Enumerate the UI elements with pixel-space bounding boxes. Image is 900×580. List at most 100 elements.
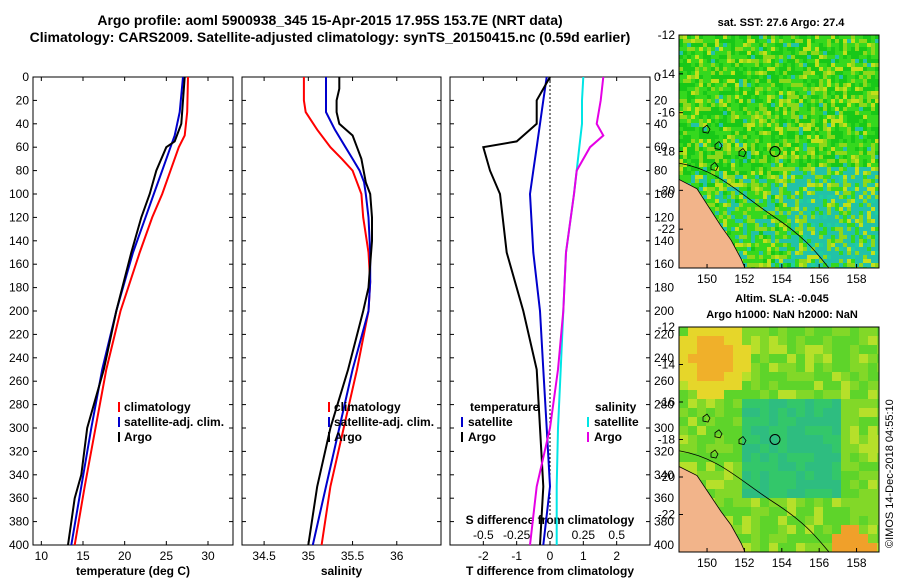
map-x-tick-label: 154 bbox=[772, 556, 792, 570]
map-cell bbox=[815, 243, 819, 247]
map-cell bbox=[769, 471, 778, 480]
map-cell bbox=[831, 71, 835, 75]
map-cell bbox=[695, 35, 699, 39]
map-cell bbox=[769, 435, 778, 444]
map-cell bbox=[747, 115, 751, 119]
map-cell bbox=[703, 147, 707, 151]
map-cell bbox=[823, 480, 832, 489]
map-cell bbox=[851, 99, 855, 103]
map-cell bbox=[839, 127, 843, 131]
map-cell bbox=[847, 167, 851, 171]
map-cell bbox=[733, 408, 742, 417]
map-cell bbox=[769, 480, 778, 489]
map-cell bbox=[805, 525, 814, 534]
map-cell bbox=[742, 534, 751, 543]
map-cell bbox=[843, 171, 847, 175]
map-cell bbox=[843, 99, 847, 103]
map-cell bbox=[707, 55, 711, 59]
map-cell bbox=[815, 55, 819, 59]
map-cell bbox=[703, 107, 707, 111]
map-cell bbox=[751, 426, 760, 435]
map-cell bbox=[867, 183, 871, 187]
map-cell bbox=[739, 227, 743, 231]
map-cell bbox=[843, 199, 847, 203]
map-cell bbox=[751, 381, 760, 390]
map-cell bbox=[691, 35, 695, 39]
map-cell bbox=[819, 167, 823, 171]
map-cell bbox=[703, 171, 707, 175]
map-cell bbox=[695, 159, 699, 163]
map-cell bbox=[859, 381, 868, 390]
map-cell bbox=[805, 408, 814, 417]
map-cell bbox=[769, 354, 778, 363]
map-cell bbox=[755, 75, 759, 79]
map-cell bbox=[687, 55, 691, 59]
map-cell bbox=[877, 462, 879, 471]
map-cell bbox=[871, 87, 875, 91]
map-cell bbox=[751, 239, 755, 243]
map-cell bbox=[775, 223, 779, 227]
map-cell bbox=[759, 187, 763, 191]
map-cell bbox=[783, 175, 787, 179]
map-cell bbox=[867, 91, 871, 95]
map-cell bbox=[759, 139, 763, 143]
map-cell bbox=[843, 191, 847, 195]
map-cell bbox=[779, 215, 783, 219]
map-cell bbox=[875, 71, 879, 75]
map-x-tick-label: 158 bbox=[847, 556, 867, 570]
map-cell bbox=[859, 131, 863, 135]
map-cell bbox=[841, 336, 850, 345]
map-cell bbox=[683, 159, 687, 163]
map-cell bbox=[819, 79, 823, 83]
map-cell bbox=[703, 135, 707, 139]
map-cell bbox=[843, 39, 847, 43]
map-cell bbox=[731, 231, 735, 235]
map-cell bbox=[747, 91, 751, 95]
map-cell bbox=[687, 131, 691, 135]
map-cell bbox=[783, 107, 787, 111]
map-cell bbox=[733, 327, 742, 336]
map-cell bbox=[791, 43, 795, 47]
map-cell bbox=[791, 227, 795, 231]
map-cell bbox=[839, 155, 843, 159]
map-cell bbox=[859, 123, 863, 127]
map-cell bbox=[760, 408, 769, 417]
map-cell bbox=[751, 43, 755, 47]
map-cell bbox=[867, 47, 871, 51]
map-cell bbox=[859, 336, 868, 345]
map-cell bbox=[755, 207, 759, 211]
map-cell bbox=[783, 139, 787, 143]
map-cell bbox=[715, 95, 719, 99]
map-cell bbox=[868, 444, 877, 453]
map-cell bbox=[760, 507, 769, 516]
map-cell bbox=[787, 219, 791, 223]
depth-tick-label-left: 200 bbox=[9, 304, 29, 318]
map-cell bbox=[767, 51, 771, 55]
map-cell bbox=[795, 79, 799, 83]
map-cell bbox=[739, 87, 743, 91]
map-cell bbox=[859, 99, 863, 103]
map-x-tick-label: 150 bbox=[697, 272, 717, 286]
map-cell bbox=[871, 79, 875, 83]
map-cell bbox=[811, 175, 815, 179]
map-cell bbox=[731, 191, 735, 195]
map-cell bbox=[851, 59, 855, 63]
map-cell bbox=[731, 223, 735, 227]
map-cell bbox=[851, 95, 855, 99]
map-cell bbox=[775, 231, 779, 235]
map-cell bbox=[711, 187, 715, 191]
map-cell bbox=[796, 381, 805, 390]
map-cell bbox=[847, 183, 851, 187]
map-cell bbox=[760, 363, 769, 372]
map-cell bbox=[787, 263, 791, 267]
map-cell bbox=[771, 183, 775, 187]
map-cell bbox=[875, 183, 879, 187]
map-cell bbox=[742, 435, 751, 444]
map-cell bbox=[779, 123, 783, 127]
map-cell bbox=[807, 91, 811, 95]
map-cell bbox=[843, 211, 847, 215]
map-cell bbox=[771, 211, 775, 215]
map-cell bbox=[803, 51, 807, 55]
map-cell bbox=[839, 83, 843, 87]
tdiff-x-axis-label: T difference from climatology bbox=[466, 564, 634, 578]
